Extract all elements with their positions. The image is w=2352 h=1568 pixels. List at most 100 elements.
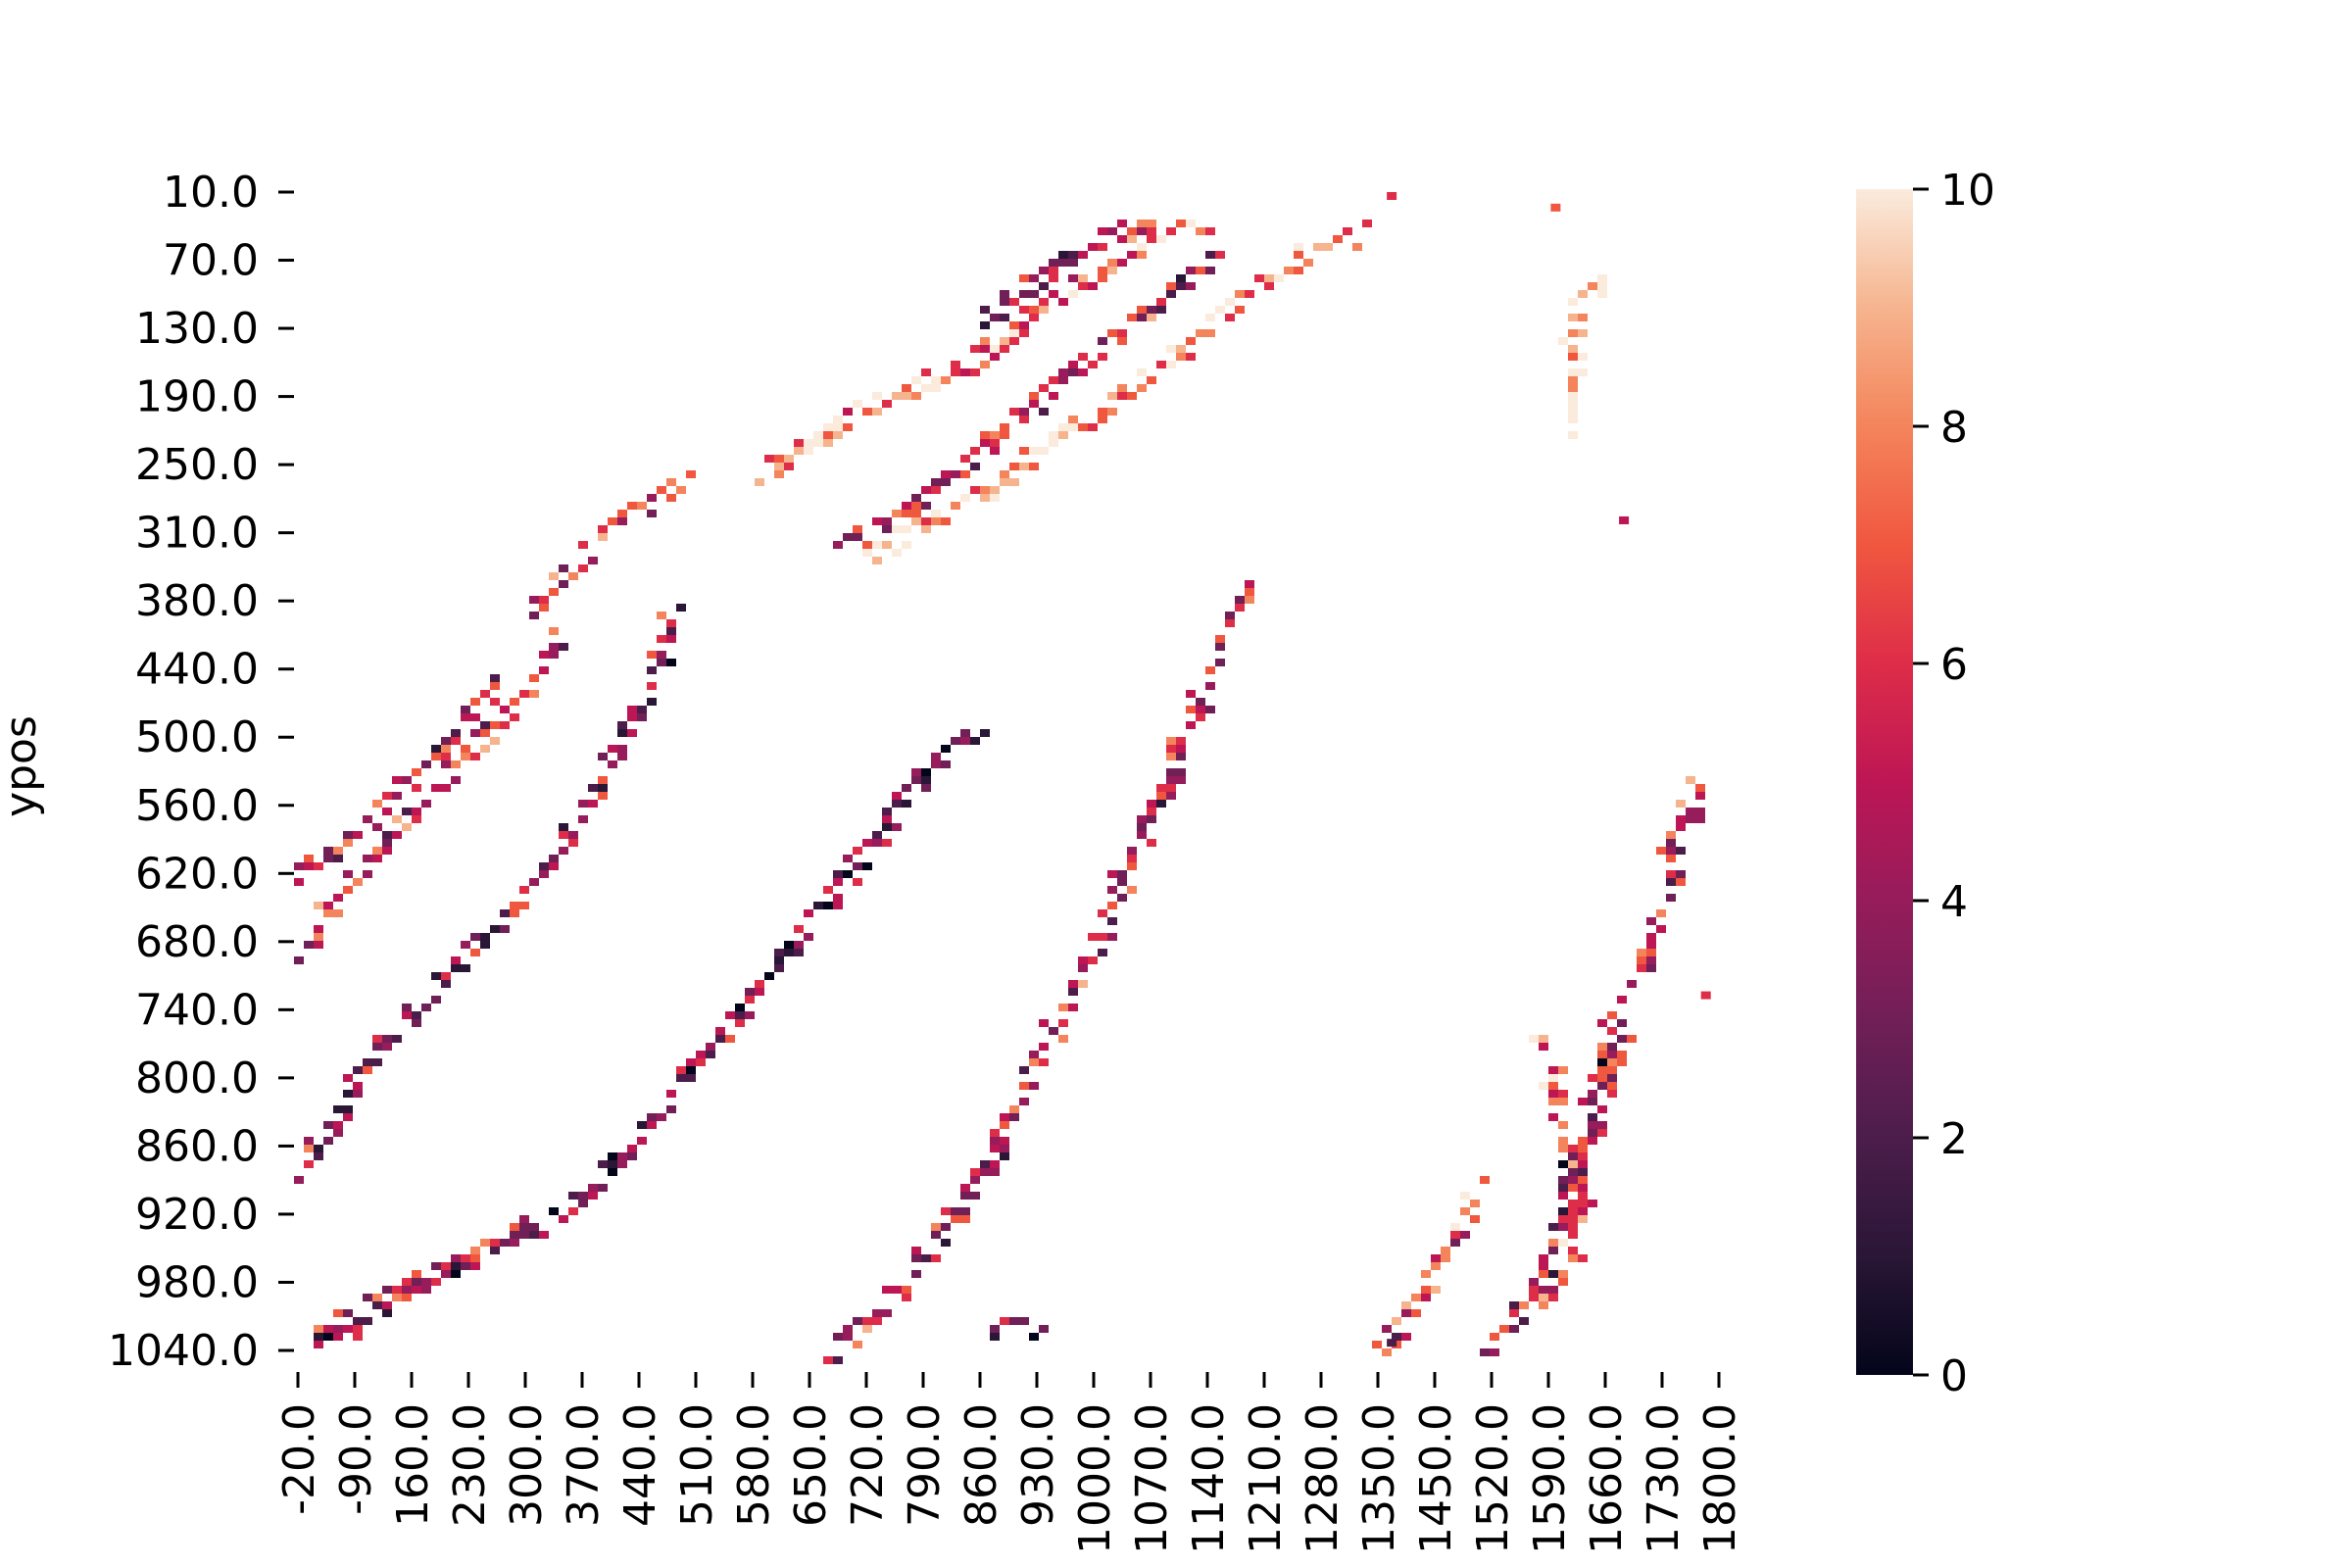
heatmap-cell — [637, 706, 647, 713]
heatmap-cell — [519, 1231, 529, 1239]
heatmap-cell — [941, 1223, 951, 1231]
heatmap-cell — [304, 855, 314, 862]
heatmap-cell — [980, 361, 990, 368]
heatmap-cell — [1156, 306, 1166, 314]
heatmap-cell — [323, 1325, 333, 1333]
heatmap-cell — [294, 956, 304, 964]
heatmap-cell — [902, 1286, 911, 1294]
heatmap-cell — [1235, 596, 1245, 604]
heatmap-cell — [1568, 1176, 1578, 1184]
heatmap-cell — [1029, 1058, 1039, 1066]
heatmap-cell — [872, 557, 882, 564]
heatmap-cell — [1646, 964, 1656, 972]
heatmap-cell — [1529, 1278, 1539, 1286]
y-tick-label: 740.0 — [135, 985, 259, 1035]
heatmap-cell — [441, 753, 451, 760]
x-tick-label: 720.0 — [843, 1403, 893, 1527]
heatmap-cell — [647, 1121, 657, 1129]
heatmap-cell — [1205, 682, 1215, 690]
heatmap-cell — [1205, 314, 1215, 321]
heatmap-cell — [1068, 980, 1078, 988]
heatmap-cell — [1058, 298, 1068, 306]
heatmap-cell — [1245, 580, 1254, 588]
heatmap-cell — [402, 1294, 412, 1301]
heatmap-cell — [1607, 1027, 1617, 1035]
heatmap-cell — [853, 400, 862, 408]
heatmap-cell — [686, 1066, 696, 1074]
heatmap-cell — [1558, 1278, 1568, 1286]
heatmap-cell — [1029, 290, 1039, 298]
heatmap-cell — [1196, 227, 1205, 235]
heatmap-cell — [882, 517, 892, 525]
heatmap-cell — [1088, 933, 1098, 941]
heatmap-cell — [598, 533, 608, 541]
heatmap-cell — [882, 1286, 892, 1294]
heatmap-cell — [1676, 870, 1686, 878]
heatmap-cell — [1049, 392, 1058, 400]
heatmap-cell — [1127, 855, 1137, 862]
y-tick-label: 680.0 — [135, 917, 259, 967]
heatmap-cell — [529, 674, 539, 682]
heatmap-cell — [1558, 1176, 1568, 1184]
heatmap-cell — [529, 878, 539, 886]
heatmap-cell — [931, 510, 941, 517]
heatmap-cell — [970, 463, 980, 470]
heatmap-cell — [1058, 1019, 1068, 1027]
heatmap-cell — [872, 839, 882, 847]
heatmap-cell — [421, 760, 431, 768]
heatmap-cell — [1039, 267, 1049, 274]
heatmap-cell — [960, 455, 970, 463]
heatmap-cell — [431, 745, 441, 753]
x-tick-label: 1140.0 — [1184, 1403, 1234, 1554]
x-tick-label: 930.0 — [1013, 1403, 1063, 1527]
heatmap-cell — [1666, 855, 1676, 862]
heatmap-cell — [1166, 361, 1176, 368]
heatmap-cell — [931, 1223, 941, 1231]
heatmap-cell — [647, 682, 657, 690]
heatmap-cell — [1568, 384, 1578, 392]
heatmap-cell — [608, 1168, 617, 1176]
heatmap-cell — [1323, 243, 1333, 251]
heatmap-cell — [568, 1207, 578, 1215]
heatmap-cell — [931, 376, 941, 384]
heatmap-cell — [1539, 1082, 1548, 1090]
heatmap-cell — [1029, 463, 1039, 470]
heatmap-cell — [1568, 1184, 1578, 1192]
heatmap-cell — [363, 1317, 372, 1325]
heatmap-cell — [1578, 1168, 1588, 1176]
heatmap-cell — [1578, 1176, 1588, 1184]
heatmap-cell — [951, 1207, 960, 1215]
heatmap-cell — [882, 525, 892, 533]
heatmap-cell — [1019, 290, 1029, 298]
heatmap-cell — [549, 862, 559, 870]
heatmap-cell — [931, 760, 941, 768]
heatmap-cell — [951, 470, 960, 478]
heatmap-cell — [1568, 392, 1578, 400]
heatmap-cells — [294, 192, 1711, 1364]
heatmap-cell — [941, 478, 951, 486]
heatmap-cell — [931, 384, 941, 392]
heatmap-cell — [1127, 235, 1137, 243]
heatmap-cell — [1539, 1254, 1548, 1262]
heatmap-cell — [892, 792, 902, 800]
heatmap-cell — [1490, 1348, 1499, 1356]
x-tick-label: 440.0 — [615, 1403, 665, 1527]
heatmap-cell — [892, 800, 902, 808]
heatmap-cell — [951, 368, 960, 376]
heatmap-cell — [382, 1286, 392, 1294]
heatmap-cell — [1137, 251, 1147, 259]
heatmap-cell — [431, 972, 441, 980]
heatmap-cell — [412, 1270, 421, 1278]
colorbar-tick-label: 6 — [1940, 640, 1968, 690]
heatmap-cell — [608, 1160, 617, 1168]
x-tick-label: 1070.0 — [1127, 1403, 1177, 1554]
x-tick-label: 300.0 — [502, 1403, 552, 1527]
heatmap-cell — [402, 1286, 412, 1294]
heatmap-cell — [1186, 690, 1196, 698]
x-tick-label: 580.0 — [729, 1403, 779, 1527]
heatmap-cell — [1107, 886, 1117, 894]
heatmap-cell — [451, 956, 461, 964]
heatmap-cell — [911, 1247, 921, 1254]
heatmap-cell — [578, 800, 588, 808]
heatmap-cell — [343, 1325, 353, 1333]
